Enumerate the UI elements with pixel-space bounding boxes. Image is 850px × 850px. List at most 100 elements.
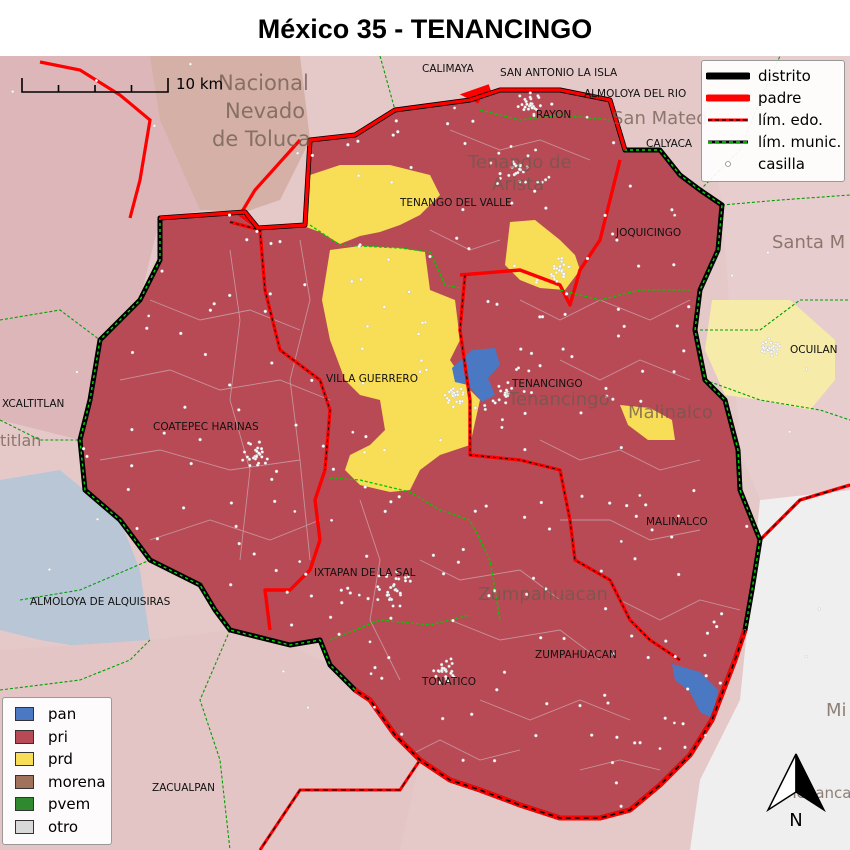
casilla-marker [559,259,564,263]
casilla-marker [552,264,556,268]
casilla-marker [395,589,399,593]
casilla-marker [386,590,390,594]
casilla-marker [321,444,325,448]
casilla-marker [135,526,139,531]
casilla-marker [764,340,768,344]
label-villa-guerrero: VILLA GUERRERO [326,373,418,385]
casilla-marker [461,207,465,212]
casilla-marker [257,440,262,444]
lim-munic-swatch [708,140,748,144]
casilla-marker [547,175,551,179]
casilla-marker [160,269,164,273]
casilla-marker [181,506,186,510]
bg-label-toluca: de Toluca [212,127,311,151]
casilla-marker [434,674,438,678]
legend-row-lim-munic: lím. munic. [706,131,841,153]
casilla-marker [248,442,253,446]
casilla-marker [502,670,507,674]
casilla-marker [81,447,86,451]
casilla-marker [331,467,336,471]
casilla-marker [604,386,608,391]
casilla-marker [610,232,615,236]
casilla-marker [518,180,522,184]
casilla-marker [611,652,615,656]
casilla-marker [389,585,393,590]
casilla-marker [767,346,772,351]
casilla-marker [625,503,629,508]
casilla-marker [473,406,477,410]
casilla-marker [518,164,522,168]
casilla-marker [424,368,429,372]
casilla-marker [251,456,256,460]
casilla-marker [245,237,249,242]
casilla-marker [273,499,277,504]
casilla-marker [510,165,514,169]
casilla-marker [198,437,202,442]
casilla-marker [745,524,749,529]
casilla-marker [718,681,722,685]
casilla-marker [570,354,574,359]
label-almoloya-del-rio: ALMOLOYA DEL RIO [584,88,686,100]
casilla-marker [386,257,391,262]
casilla-marker [145,326,149,330]
casilla-marker [682,349,686,353]
casilla-marker [95,517,99,521]
casilla-marker [523,180,528,184]
casilla-marker [256,446,260,450]
casilla-marker [523,97,527,101]
casilla-marker [452,675,456,679]
casilla-marker [560,256,564,260]
casilla-marker [683,745,687,749]
casilla-marker [730,274,734,278]
legend-row-morena: morena [9,771,106,794]
casilla-marker [650,528,654,532]
distrito-swatch [706,72,750,80]
casilla-marker [498,176,502,180]
casilla-marker [436,669,440,673]
casilla-marker [523,105,527,109]
casilla-marker [497,398,501,402]
casilla-marker [566,265,571,269]
casilla-marker [330,518,334,522]
bg-label-san-mateo: San Mateo [612,108,707,129]
casilla-marker [585,256,590,261]
casilla-marker [487,594,491,598]
casilla-marker [447,398,451,402]
casilla-marker [483,403,487,408]
casilla-marker [129,464,134,468]
casilla-marker [278,239,282,244]
casilla-marker [703,653,707,658]
legend-label-distrito: distrito [758,67,811,85]
casilla-marker [268,292,272,296]
casilla-marker [365,324,370,329]
label-tenancingo: TENANCINGO [511,378,583,390]
casilla-marker [522,389,526,394]
casilla-marker [555,279,559,283]
background-labels: Nacional Nevado de Toluca Tenango de Ari… [0,71,850,802]
bg-label-nacional: Nacional [218,71,309,95]
casilla-marker [203,352,208,357]
bg-label-arista: Arista [492,174,544,195]
casilla-marker [514,367,519,372]
north-arrow-icon [766,753,826,813]
casilla-marker [237,408,241,412]
casilla-marker [152,124,156,128]
legend-row-otro: otro [9,816,105,839]
legend-label-morena: morena [48,772,106,791]
casilla-marker [766,251,770,255]
legend-label-pvem: pvem [48,795,91,814]
casilla-marker [523,411,527,416]
casilla-marker [639,399,643,403]
casilla-marker [704,733,708,737]
casilla-marker [503,393,507,397]
padre-boundary-south-dash [354,629,746,819]
casilla-marker [394,119,398,123]
casilla-marker [712,620,716,624]
casilla-marker [775,347,780,351]
casilla-marker [544,206,548,210]
bg-label-titlan: titlan [0,431,41,450]
casilla-marker [633,557,637,561]
casilla-marker [788,430,792,434]
casilla-marker [403,575,407,580]
